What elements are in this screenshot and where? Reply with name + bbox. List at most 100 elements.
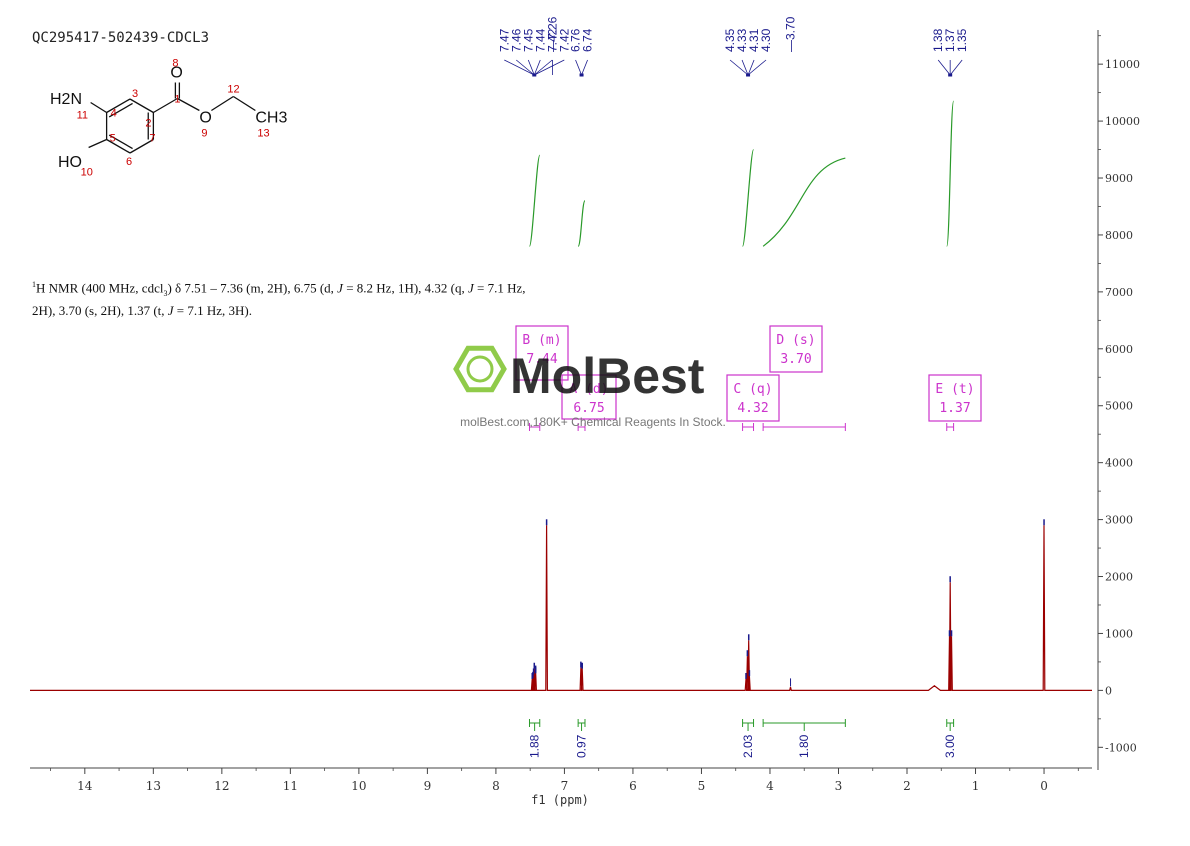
x-tick-label: 7 xyxy=(561,779,569,793)
x-tick-label: 6 xyxy=(629,779,637,793)
integral-value: 1.88 xyxy=(528,734,542,758)
x-tick-label: 0 xyxy=(1040,779,1048,793)
bond-line xyxy=(233,95,256,112)
atom-number: 13 xyxy=(257,128,269,140)
peak-label: 7.42 xyxy=(545,28,559,52)
x-tick-label: 1 xyxy=(972,779,980,793)
description-part-b: ) δ 7.51 – 7.36 (m, 2H), 6.75 (d, xyxy=(167,280,338,296)
peak-leader-line xyxy=(534,59,565,76)
integral-curve xyxy=(762,157,846,247)
x-axis-label: f1 (ppm) xyxy=(531,793,589,807)
bond-line xyxy=(106,98,131,114)
multiplet-letter: C (q) xyxy=(733,382,772,397)
peak-leader-line xyxy=(516,59,535,76)
multiplet-box xyxy=(928,374,982,422)
bond-line xyxy=(177,97,200,112)
peak-label: 7.46 xyxy=(509,28,523,52)
atom-nh2: H2N xyxy=(50,91,82,108)
x-tick-label: 13 xyxy=(146,779,161,793)
peak-leader-line xyxy=(534,59,553,76)
x-tick-label: 2 xyxy=(903,779,911,793)
nmr-description: 1H NMR (400 MHz, cdcl3) δ 7.51 – 7.36 (m… xyxy=(32,276,612,319)
bond-line xyxy=(129,98,154,114)
atom-number: 8 xyxy=(172,58,178,70)
peak-leader-line xyxy=(533,59,541,76)
nucleus-superscript: 1 xyxy=(32,280,36,289)
atom-ho: HO xyxy=(58,154,82,171)
peak-label: 1.38 xyxy=(931,28,945,52)
multiplet-letter: E (t) xyxy=(935,382,974,397)
watermark-brand: MolBest xyxy=(510,348,705,404)
y-tick-label: 10000 xyxy=(1105,115,1140,128)
peak-label: 4.30 xyxy=(759,28,773,52)
y-tick-label: 7000 xyxy=(1105,286,1133,299)
atom-number: 3 xyxy=(132,88,138,100)
integral-value: 1.80 xyxy=(797,734,811,758)
coupling-j-1: J xyxy=(337,280,343,296)
integral-curve xyxy=(528,154,541,247)
peak-label: —7.26 xyxy=(546,16,560,52)
peak-label: 1.35 xyxy=(955,28,969,52)
multiplet-box xyxy=(515,325,569,381)
bond-line xyxy=(211,95,234,112)
y-tick-label: 0 xyxy=(1105,684,1112,697)
peak-leader-line xyxy=(949,59,963,76)
peak-leader-line xyxy=(729,59,749,76)
multiplet-shift: 1.37 xyxy=(939,401,970,416)
atom-number: 9 xyxy=(201,128,207,140)
peak-label: 6.74 xyxy=(581,28,595,52)
atom-number: 10 xyxy=(81,167,93,179)
multiplet-shift: 4.32 xyxy=(737,401,768,416)
coupling-j-2: J xyxy=(468,280,474,296)
bond-line xyxy=(129,138,154,154)
peak-label: —3.70 xyxy=(784,16,798,52)
double-bond-line xyxy=(108,102,133,118)
coupling-j-3: J xyxy=(167,302,174,318)
peak-leader-line xyxy=(741,59,749,76)
multiplet-box xyxy=(561,374,617,420)
atom-o8: O xyxy=(170,65,182,82)
watermark-tagline: molBest.com,180K+ Chemical Reagents In S… xyxy=(460,415,726,429)
y-tick-label: -1000 xyxy=(1105,741,1137,754)
y-tick-label: 1000 xyxy=(1105,627,1133,640)
sample-title: QC295417-502439-CDCL3 xyxy=(32,30,210,46)
x-tick-label: 4 xyxy=(766,779,774,793)
y-tick-label: 6000 xyxy=(1105,343,1133,356)
y-tick-label: 5000 xyxy=(1105,400,1133,413)
atom-number: 1 xyxy=(174,94,180,106)
y-tick-label: 11000 xyxy=(1105,58,1140,71)
peak-leader-line xyxy=(747,59,755,76)
y-tick-label: 8000 xyxy=(1105,229,1133,242)
molbest-hexagon-icon xyxy=(453,345,507,393)
peak-leader-line xyxy=(747,59,767,76)
peak-label: 6.76 xyxy=(569,28,583,52)
integral-value: 0.97 xyxy=(575,734,589,758)
y-tick-label: 9000 xyxy=(1105,172,1133,185)
y-tick-label: 3000 xyxy=(1105,514,1133,527)
integral-curve xyxy=(577,200,586,247)
x-tick-label: 8 xyxy=(492,779,500,793)
integral-curve xyxy=(741,148,755,247)
description-part-a: H NMR (400 MHz, cdcl xyxy=(36,280,164,296)
peak-label: 7.47 xyxy=(497,28,511,52)
x-tick-label: 14 xyxy=(77,779,93,793)
x-tick-label: 11 xyxy=(283,779,298,793)
peak-leader-line xyxy=(575,59,582,76)
multiplet-shift: 3.70 xyxy=(780,352,811,367)
peak-label: 4.31 xyxy=(747,28,761,52)
atom-number: 2 xyxy=(145,118,151,130)
x-tick-label: 5 xyxy=(698,779,706,793)
peak-label: 4.35 xyxy=(723,28,737,52)
x-tick-label: 3 xyxy=(835,779,843,793)
x-tick-label: 12 xyxy=(214,779,229,793)
peak-leader-line xyxy=(937,59,951,76)
peak-label: 4.33 xyxy=(735,28,749,52)
y-tick-label: 4000 xyxy=(1105,457,1133,470)
bond-line xyxy=(88,138,107,149)
multiplet-letter: A (d) xyxy=(569,382,608,397)
description-part-c: = 8.2 Hz, 1H), 4.32 (q, xyxy=(342,280,468,296)
peak-label: 7.44 xyxy=(533,28,547,52)
multiplet-shift: 7.44 xyxy=(526,352,557,367)
